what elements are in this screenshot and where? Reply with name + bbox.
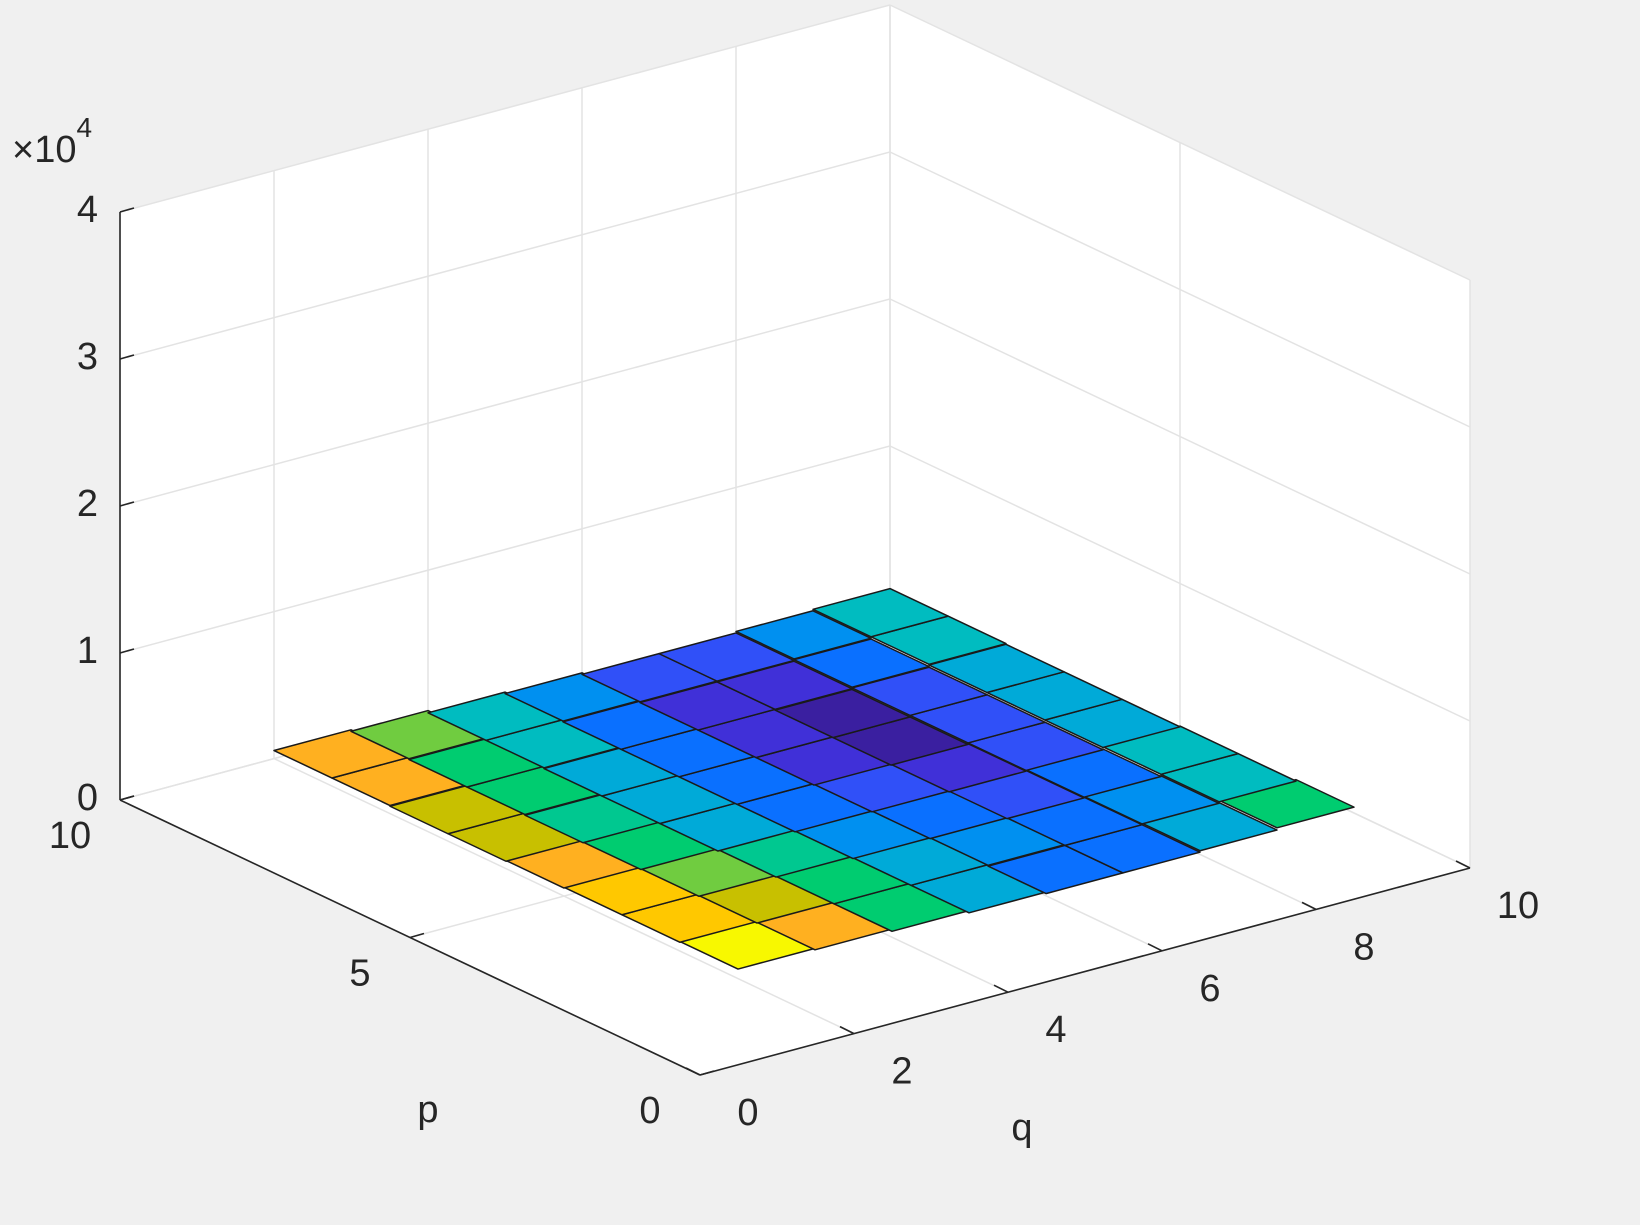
z-tick-label: 2	[77, 483, 98, 525]
x-tick-label: 6	[1199, 968, 1220, 1010]
z-tick	[119, 207, 135, 213]
z-tick-label: 0	[77, 777, 98, 819]
x-tick	[993, 984, 1009, 993]
z-tick-label: 1	[77, 630, 98, 672]
grid-line	[119, 445, 891, 654]
y-tick	[409, 932, 425, 939]
x-tick-label: 10	[1497, 885, 1539, 927]
z-tick	[119, 501, 135, 507]
x-axis	[699, 867, 1471, 1076]
z-tick	[119, 648, 135, 654]
grid-line	[119, 298, 891, 507]
x-tick	[685, 1067, 701, 1076]
y-tick-label: 10	[49, 815, 91, 857]
z-tick-label: 4	[77, 189, 98, 231]
y-tick-label: 5	[349, 953, 370, 995]
z-tick-label: 3	[77, 336, 98, 378]
grid-line	[889, 298, 1471, 575]
x-tick-label: 2	[891, 1051, 912, 1093]
y-tick	[119, 795, 135, 801]
grid-line	[119, 4, 891, 213]
x-tick	[839, 1025, 855, 1035]
surface-patch	[735, 610, 872, 660]
z-exponent: 4	[76, 112, 92, 143]
x-tick	[1147, 943, 1163, 952]
z-tick	[119, 354, 135, 360]
x-tick-label: 4	[1045, 1009, 1066, 1051]
grid-line	[119, 151, 891, 360]
grid-line	[889, 445, 1471, 722]
z-exponent-label: ×104	[12, 112, 92, 171]
y-tick-label: 0	[639, 1090, 660, 1132]
surface-patch	[812, 587, 949, 638]
grid-line	[889, 4, 1471, 281]
surface-patch	[658, 632, 795, 682]
x-tick-label: 0	[737, 1092, 758, 1134]
z-multiplier: ×10	[12, 129, 76, 171]
x-tick	[1455, 860, 1471, 869]
x-tick	[1301, 901, 1317, 911]
x-axis-label: q	[1011, 1107, 1032, 1149]
grid-line	[889, 151, 1471, 428]
x-tick-label: 8	[1353, 926, 1374, 968]
y-axis-label: p	[417, 1089, 438, 1131]
y-tick	[699, 1070, 715, 1076]
surface	[273, 587, 1355, 970]
